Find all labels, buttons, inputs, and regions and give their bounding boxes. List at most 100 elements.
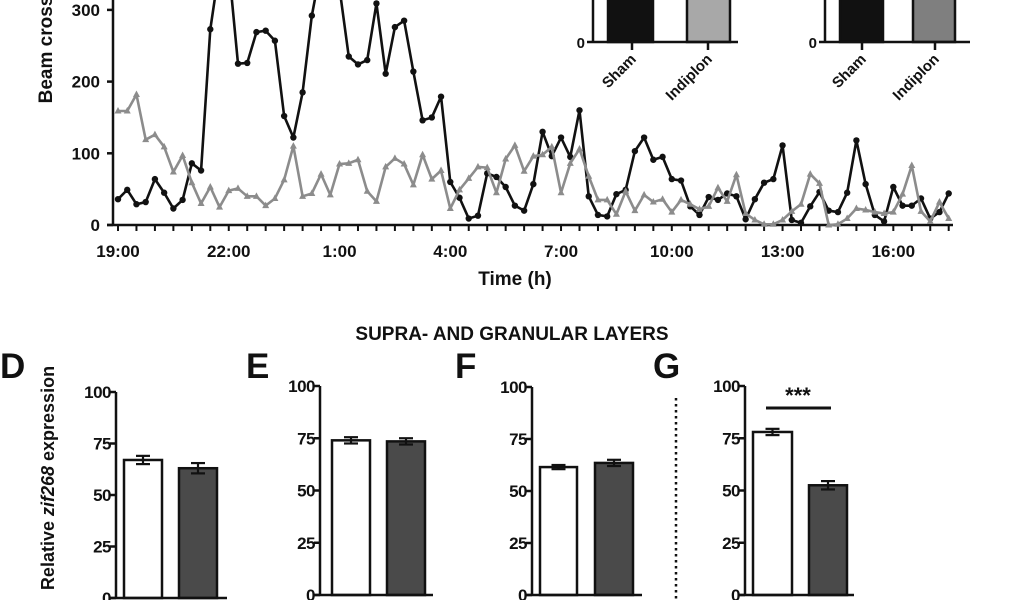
data-point <box>640 190 648 198</box>
data-point <box>207 26 214 33</box>
x-tick-label: 22:00 <box>207 242 250 261</box>
panel-y-tick-label: 75 <box>297 429 315 448</box>
panel-y-tick-label: 0 <box>518 586 527 600</box>
data-point <box>243 192 251 199</box>
data-point <box>244 59 251 67</box>
bar-indiplon <box>593 461 635 597</box>
data-point <box>474 212 482 219</box>
data-point <box>188 160 196 167</box>
data-point <box>317 170 325 177</box>
data-point <box>124 186 131 194</box>
data-point <box>899 190 907 197</box>
data-point <box>631 147 639 155</box>
data-point <box>391 154 399 161</box>
data-point <box>465 174 473 181</box>
data-point <box>815 179 823 186</box>
data-point <box>132 90 140 98</box>
y-tick-label: 0 <box>91 216 100 235</box>
inset-y-tick-label: 0 <box>577 35 585 52</box>
data-point <box>843 189 851 196</box>
data-point <box>206 182 214 190</box>
data-point <box>447 178 454 186</box>
panel-y-tick-label: 25 <box>509 534 527 553</box>
panel-letter: D <box>0 347 25 386</box>
bar-sham <box>330 439 372 597</box>
series-gray <box>114 90 953 228</box>
panel-y-tick-label: 75 <box>722 429 740 448</box>
data-point <box>742 209 750 217</box>
data-point <box>197 167 205 174</box>
data-point <box>834 208 842 216</box>
data-point <box>622 187 630 194</box>
data-point <box>326 190 334 198</box>
data-point <box>908 202 915 209</box>
data-point <box>585 193 592 200</box>
data-point <box>160 189 168 196</box>
data-point <box>234 184 242 191</box>
data-point <box>557 134 565 141</box>
inset-bar-sham <box>606 0 655 44</box>
data-point <box>779 215 787 223</box>
data-point <box>364 56 371 64</box>
data-point <box>649 198 657 205</box>
data-point <box>797 219 805 227</box>
data-point <box>511 202 519 209</box>
data-point <box>760 179 768 186</box>
data-point <box>769 220 777 227</box>
panel-y-tick-label: 50 <box>509 482 527 501</box>
inset-bar-indiplon <box>685 0 732 44</box>
data-point <box>530 180 537 188</box>
data-point <box>732 170 740 178</box>
bar-sham <box>538 465 579 597</box>
ylabel-suffix: expression <box>38 366 58 466</box>
data-point <box>520 207 528 214</box>
panel-y-tick-label: 100 <box>500 378 527 397</box>
y-tick-label: 200 <box>72 73 100 92</box>
data-point <box>114 106 122 114</box>
panel-letter: E <box>246 347 269 386</box>
data-point <box>603 213 611 220</box>
data-point <box>779 142 786 149</box>
data-point <box>446 204 454 212</box>
bar-sham <box>751 430 794 597</box>
data-point <box>336 160 344 167</box>
data-point <box>151 130 159 138</box>
data-point <box>834 220 842 227</box>
data-point <box>612 210 620 217</box>
data-point <box>566 159 574 166</box>
data-point <box>760 220 768 227</box>
data-point <box>179 151 187 158</box>
bar-indiplon <box>807 484 849 597</box>
data-point <box>640 134 648 141</box>
data-point <box>723 197 731 204</box>
data-point <box>262 27 269 34</box>
data-point <box>216 203 224 210</box>
data-point <box>935 198 943 205</box>
data-point <box>373 0 380 7</box>
data-point <box>686 200 694 207</box>
data-point <box>391 23 399 31</box>
data-point <box>889 208 897 215</box>
data-point <box>705 193 712 201</box>
data-point <box>437 93 445 100</box>
data-point <box>289 142 297 149</box>
data-point <box>502 183 509 191</box>
data-point <box>456 194 463 201</box>
data-point <box>409 180 417 188</box>
y-tick-label: 100 <box>72 144 100 163</box>
data-point <box>382 70 389 77</box>
x-tick-label: 7:00 <box>544 242 578 261</box>
data-point <box>271 194 279 201</box>
data-point <box>806 170 814 177</box>
data-point <box>843 214 851 222</box>
data-point <box>437 166 445 174</box>
data-point <box>945 214 953 222</box>
data-point <box>114 195 122 203</box>
data-point <box>742 216 749 223</box>
data-point <box>280 175 288 183</box>
data-point <box>594 211 602 219</box>
x-tick-label: 16:00 <box>872 242 915 261</box>
data-point <box>529 152 537 159</box>
data-point <box>290 134 297 141</box>
bar-sham <box>122 458 164 600</box>
